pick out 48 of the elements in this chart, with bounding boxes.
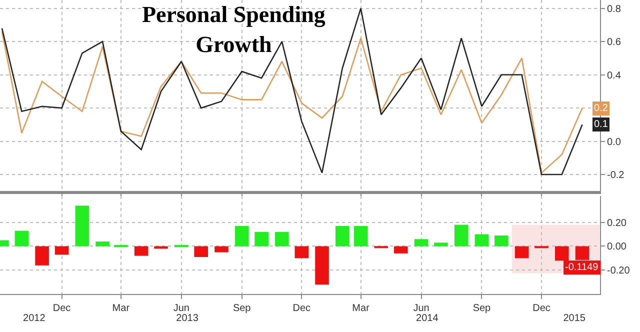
text: Personal Spending Growth <box>142 2 326 57</box>
data-label: 0.1 <box>594 119 608 130</box>
x-tick-label: Dec <box>292 303 311 314</box>
bar <box>134 246 148 256</box>
x-tick-label: Mar <box>112 303 130 314</box>
bar <box>275 232 289 246</box>
y-tick-label: 0.6 <box>607 37 622 48</box>
x-tick-label: Sep <box>472 303 492 314</box>
bar <box>54 246 69 255</box>
y-tick-label: 0.8 <box>607 4 622 15</box>
x2-tick-label: 2012 <box>23 313 46 324</box>
x-tick-label: Mar <box>352 303 370 314</box>
bar <box>35 246 49 266</box>
x-tick-label: Jun <box>173 303 190 314</box>
bar <box>14 230 29 246</box>
bar <box>96 241 110 246</box>
bar <box>335 226 350 246</box>
data-label: 0.2 <box>594 103 608 114</box>
bar <box>154 246 168 249</box>
bar <box>434 242 448 246</box>
x2-tick-label: 2013 <box>176 313 199 324</box>
bar <box>234 226 249 246</box>
bar <box>454 224 468 246</box>
data-label: -0.1149 <box>565 262 599 273</box>
bar <box>254 232 268 246</box>
bar <box>394 246 408 254</box>
x2-tick-label: 2015 <box>563 313 586 324</box>
bar <box>514 246 529 258</box>
x2-tick-label: 2014 <box>416 313 439 324</box>
bar <box>214 246 228 252</box>
bar <box>294 246 309 258</box>
bar <box>474 234 489 246</box>
y-tick-label: 0.0 <box>607 136 622 148</box>
bar <box>354 226 368 246</box>
bar <box>494 236 508 246</box>
y-tick-label: 0.20 <box>607 218 627 229</box>
y-tick-label: -0.2 <box>607 170 625 181</box>
y-tick-label: 0.4 <box>607 70 622 82</box>
x-tick-label: Jun <box>413 303 430 314</box>
x-tick-label: Dec <box>52 303 71 314</box>
bar <box>194 246 208 257</box>
x-tick-label: Sep <box>232 303 252 314</box>
y-tick-label: 0.00 <box>607 242 627 253</box>
x-tick-label: Dec <box>532 303 550 314</box>
bar <box>414 239 428 246</box>
y-tick-label: -0.20 <box>607 266 630 277</box>
bar <box>75 206 90 246</box>
bar <box>315 246 329 284</box>
